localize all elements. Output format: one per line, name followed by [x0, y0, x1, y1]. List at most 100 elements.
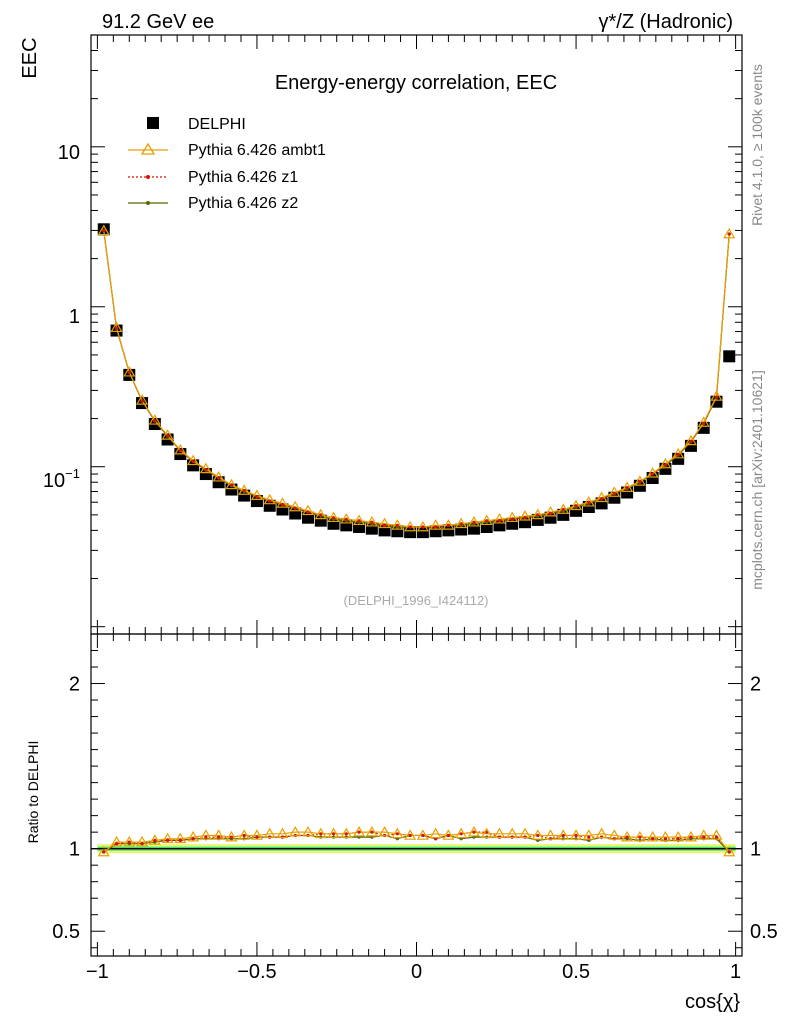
ratio-ambt1-point: [276, 827, 289, 839]
delphi-data-point: [442, 524, 455, 537]
y-axis-title-ratio: Ratio to DELPHI: [25, 741, 41, 844]
ratio-ambt1-point: [557, 829, 570, 840]
rivet-label: Rivet 4.1.0, ≥ 100k events: [749, 64, 765, 226]
ratio-ambt1-point: [544, 829, 557, 840]
z1-point: [638, 479, 642, 483]
delphi-data-point: [570, 504, 583, 517]
z1-point: [497, 519, 502, 523]
z1-point: [676, 453, 680, 457]
ambt1-point: [212, 470, 225, 482]
ambt1-point: [301, 504, 315, 516]
ambt1-point: [646, 467, 659, 478]
ratio-ambt1-point: [327, 827, 340, 839]
ratio-ambt1-point: [697, 829, 710, 840]
ratio-y-tick-label-right: 1: [750, 839, 761, 861]
y-tick-label-0.1: 10−1: [43, 466, 80, 492]
main-axis-ticks: [91, 34, 742, 634]
ratio-ambt1-point: [442, 829, 455, 840]
ratio-z1-point: [255, 835, 259, 839]
z1-point: [714, 395, 719, 399]
ambt1-point: [723, 227, 736, 239]
ratio-ambt1-point: [301, 825, 315, 837]
ratio-z1-point: [140, 842, 144, 846]
ambt1-point: [429, 519, 442, 530]
ambt1-point: [174, 443, 187, 455]
ratio-ambt1-point: [365, 825, 378, 837]
ratio-z1-point: [229, 835, 234, 839]
delphi-data-point: [723, 350, 736, 363]
ratio-ambt1-point: [429, 827, 442, 839]
ambt1-point: [570, 499, 583, 511]
legend: DELPHI Pythia 6.426 ambt1 Pythia 6.426 z…: [128, 116, 326, 212]
x-tick-label: −0.5: [237, 961, 276, 983]
ratio-ambt1-point: [404, 829, 417, 840]
ratio-ambt1-point: [148, 834, 161, 845]
ratio-ambt1-point: [212, 829, 225, 840]
z1-point: [370, 520, 374, 524]
ambt1-point: [378, 517, 391, 529]
z1-point: [599, 497, 604, 501]
ratio-ambt1-point: [391, 827, 404, 839]
ambt1-point: [416, 520, 429, 532]
z1-point: [127, 370, 131, 374]
ambt1-point: [633, 475, 646, 486]
ratio-z1-point: [561, 833, 565, 838]
ratio-ambt1-point: [531, 829, 544, 840]
ratio-ambt1-point: [646, 830, 659, 842]
ratio-ambt1-point: [595, 827, 608, 839]
ratio-ambt1-point: [97, 845, 110, 857]
ambt1-point: [442, 519, 455, 530]
ratio-ambt1-point: [289, 825, 302, 837]
z1-point: [395, 523, 399, 527]
delphi-data-point: [250, 495, 263, 508]
z1-point: [727, 232, 731, 236]
x-tick-label: 0.5: [562, 961, 590, 983]
z1-point: [357, 519, 361, 523]
ambt1-point: [110, 321, 123, 333]
ambt1-point: [123, 365, 136, 377]
ratio-ambt1-point: [570, 829, 583, 840]
ratio-panel-frame: [90, 633, 743, 957]
ambt1-point: [531, 508, 544, 520]
z1-point: [459, 522, 463, 526]
ratio-ambt1-point: [353, 825, 366, 837]
legend-label-ambt1: Pythia 6.426 ambt1: [188, 142, 326, 159]
ratio-series-group: [97, 825, 736, 857]
ratio-z1-point: [421, 833, 425, 838]
delphi-data-point: [391, 525, 404, 538]
ambt1-point: [506, 511, 519, 523]
delphi-data-point: [263, 499, 276, 512]
z1-point: [191, 459, 195, 463]
delphi-data-point: [314, 514, 327, 527]
ratio-ambt1-point: [314, 827, 327, 839]
ratio-ambt1-point: [136, 835, 149, 847]
ambt1-point: [238, 484, 251, 495]
ratio-z1-point: [689, 835, 693, 839]
ratio-ambt1-point: [263, 827, 276, 839]
ratio-ambt1-point: [710, 829, 723, 840]
ratio-z1-point: [114, 842, 119, 846]
ratio-ambt1-point: [506, 827, 519, 839]
legend-marker-delphi: [147, 117, 159, 129]
ratio-ambt1-point: [467, 825, 480, 837]
z1-point: [319, 513, 323, 517]
ratio-ambt1-point: [480, 827, 493, 839]
ratio-y-tick-label-right: 2: [750, 674, 761, 696]
ambt1-line: [103, 230, 730, 528]
ratio-z1-point: [165, 838, 170, 843]
ratio-z1-point: [651, 837, 655, 841]
ambt1-point: [187, 454, 200, 466]
ambt1-point: [659, 457, 672, 469]
delphi-data-point: [327, 517, 340, 530]
ratio-z1-point: [625, 835, 629, 839]
delphi-data-point: [519, 516, 531, 529]
ratio-y-tick-label-left: 1: [69, 839, 80, 861]
z1-point: [331, 516, 336, 520]
z1-point: [536, 513, 540, 517]
ambt1-point: [672, 447, 685, 459]
ambt1-point: [97, 224, 110, 236]
ratio-z1-point: [319, 832, 323, 836]
x-axis-title: cos{χ}: [685, 991, 740, 1013]
energy-label: 91.2 GeV ee: [102, 11, 214, 33]
ambt1-point: [250, 489, 263, 500]
